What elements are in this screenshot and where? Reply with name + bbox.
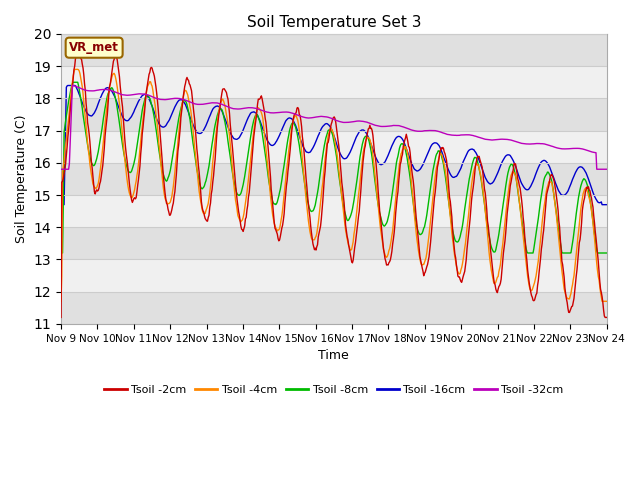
Bar xyxy=(61,195,607,227)
Y-axis label: Soil Temperature (C): Soil Temperature (C) xyxy=(15,115,28,243)
Bar xyxy=(61,227,607,260)
Bar xyxy=(61,66,607,98)
Bar xyxy=(61,34,607,66)
Text: VR_met: VR_met xyxy=(69,41,119,54)
Legend: Tsoil -2cm, Tsoil -4cm, Tsoil -8cm, Tsoil -16cm, Tsoil -32cm: Tsoil -2cm, Tsoil -4cm, Tsoil -8cm, Tsoi… xyxy=(100,381,568,399)
Bar xyxy=(61,163,607,195)
Bar xyxy=(61,131,607,163)
Title: Soil Temperature Set 3: Soil Temperature Set 3 xyxy=(246,15,421,30)
Bar xyxy=(61,292,607,324)
Bar xyxy=(61,260,607,292)
X-axis label: Time: Time xyxy=(319,349,349,362)
Bar xyxy=(61,98,607,131)
